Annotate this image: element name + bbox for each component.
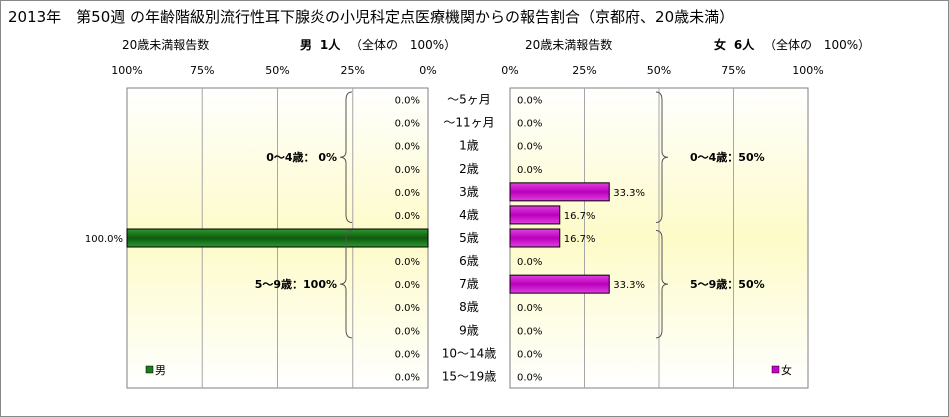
female-group-brace (655, 91, 669, 223)
male-group-brace (339, 229, 353, 339)
male-value-label: 0.0% (395, 165, 420, 176)
male-total-label: （全体の (350, 38, 399, 52)
female-value-label: 0.0% (517, 96, 542, 107)
age-category-label: 15～19歳 (442, 369, 497, 383)
age-category-label: 5歳 (459, 231, 479, 245)
female-reports-label: 20歳未満報告数 (525, 38, 613, 52)
female-tick-label: 50% (647, 64, 671, 77)
age-category-label: 10～14歳 (442, 346, 497, 360)
female-count: 6人 (733, 38, 755, 52)
female-tick-label: 100% (792, 64, 823, 77)
male-count-header: 男 1人 （全体の 100%） (300, 36, 456, 53)
male-group-label: 0～4歳： 0% (266, 150, 337, 164)
female-bar (509, 274, 610, 294)
age-category-label: 8歳 (459, 300, 479, 314)
male-reports-label: 20歳未満報告数 (122, 38, 210, 52)
female-value-label: 0.0% (517, 372, 542, 383)
female-value-label: 0.0% (517, 142, 542, 153)
age-category-label: 3歳 (459, 185, 479, 199)
male-bar (126, 228, 429, 248)
age-category-label: 9歳 (459, 323, 479, 337)
female-tick-label: 25% (572, 64, 596, 77)
male-value-label: 0.0% (395, 211, 420, 222)
male-value-label: 0.0% (395, 349, 420, 360)
chart-title: 2013年 第50週 の年齢階級別流行性耳下腺炎の小児科定点医療機関からの報告割… (8, 8, 735, 26)
male-tick-label: 0% (419, 64, 436, 77)
male-value-label: 100.0% (85, 234, 123, 245)
male-total-pct: 100%） (409, 38, 457, 52)
female-legend-swatch (771, 365, 780, 374)
male-group-label: 5～9歳：100% (255, 277, 337, 291)
female-value-label: 16.7% (564, 234, 596, 245)
male-tick-label: 25% (341, 64, 365, 77)
female-count-header: 女 6人 （全体の 100%） (714, 36, 870, 53)
female-group-brace (655, 229, 669, 339)
female-bar (509, 228, 561, 248)
male-value-label: 0.0% (395, 142, 420, 153)
female-bar (509, 205, 561, 225)
age-category-label: 2歳 (459, 162, 479, 176)
female-value-label: 33.3% (613, 188, 645, 199)
female-value-label: 0.0% (517, 119, 542, 130)
female-tick-label: 0% (501, 64, 518, 77)
female-value-label: 0.0% (517, 165, 542, 176)
female-value-label: 33.3% (613, 280, 645, 291)
female-group-label: 5～9歳：50% (690, 277, 765, 291)
male-value-label: 0.0% (395, 372, 420, 383)
age-category-label: ～11ヶ月 (443, 116, 494, 130)
age-category-label: 4歳 (459, 208, 479, 222)
age-category-label: 6歳 (459, 254, 479, 268)
male-value-label: 0.0% (395, 96, 420, 107)
male-legend-label: 男 (155, 364, 166, 377)
male-tick-label: 50% (265, 64, 289, 77)
female-total-pct: 100%） (823, 38, 871, 52)
male-group-brace (339, 91, 353, 223)
male-value-label: 0.0% (395, 188, 420, 199)
female-tick-label: 75% (721, 64, 745, 77)
male-value-label: 0.0% (395, 257, 420, 268)
male-tick-label: 75% (190, 64, 214, 77)
age-category-label: 7歳 (459, 277, 479, 291)
male-sex-label: 男 (300, 38, 313, 52)
female-value-label: 0.0% (517, 349, 542, 360)
female-value-label: 0.0% (517, 303, 542, 314)
female-bar (509, 182, 610, 202)
female-value-label: 0.0% (517, 326, 542, 337)
male-value-label: 0.0% (395, 280, 420, 291)
female-total-label: （全体の (764, 38, 813, 52)
male-legend-swatch (145, 365, 154, 374)
male-value-label: 0.0% (395, 119, 420, 130)
age-category-label: ～5ヶ月 (447, 93, 491, 107)
male-count: 1人 (319, 38, 341, 52)
female-group-label: 0～4歳：50% (690, 150, 765, 164)
age-category-label: 1歳 (459, 139, 479, 153)
male-value-label: 0.0% (395, 326, 420, 337)
male-value-label: 0.0% (395, 303, 420, 314)
female-sex-label: 女 (714, 38, 727, 52)
female-value-label: 0.0% (517, 257, 542, 268)
male-tick-label: 100% (111, 64, 142, 77)
female-value-label: 16.7% (564, 211, 596, 222)
female-legend-label: 女 (781, 363, 792, 377)
